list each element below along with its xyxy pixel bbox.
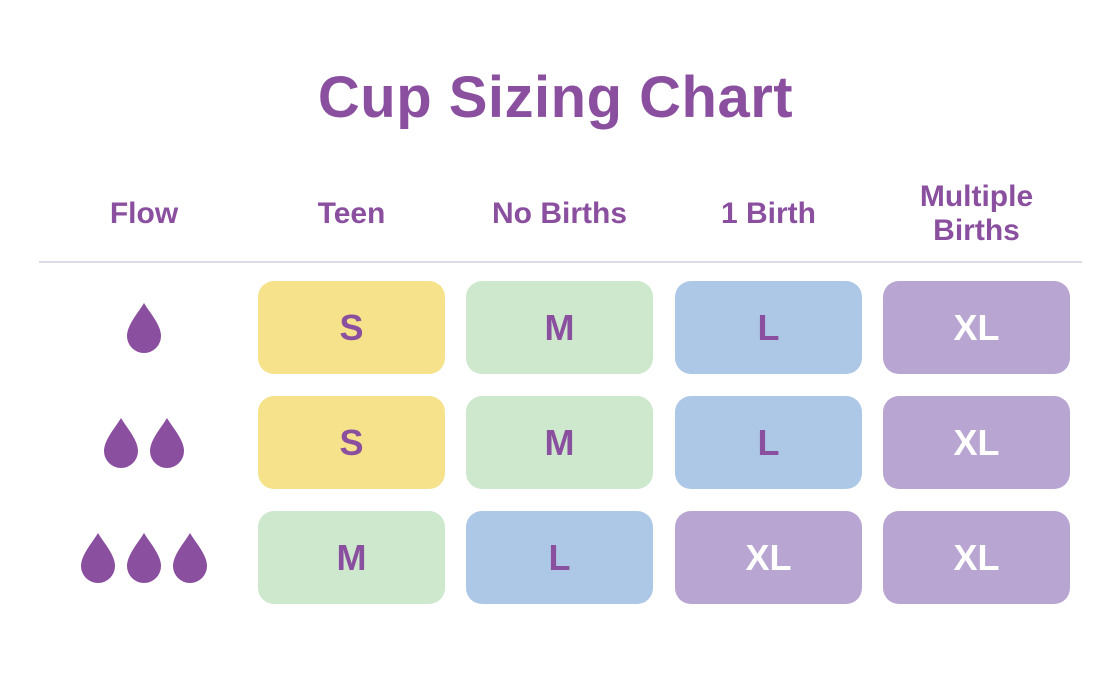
page-title: Cup Sizing Chart — [317, 65, 794, 130]
droplet-icon — [127, 302, 161, 353]
header-divider — [39, 261, 1082, 263]
size-cell: L — [466, 511, 653, 604]
size-cell: M — [258, 511, 445, 604]
header-one-birth: 1 Birth — [720, 197, 816, 230]
size-cell: S — [258, 396, 445, 489]
droplet-icon — [127, 532, 161, 583]
size-cell: XL — [883, 396, 1070, 489]
size-cell: XL — [675, 511, 862, 604]
droplet-icon — [104, 417, 138, 468]
header-no-births: No Births — [492, 197, 627, 230]
droplet-icon — [81, 532, 115, 583]
size-cell: XL — [883, 281, 1070, 374]
header-multiple-births: Multiple Births — [919, 180, 1034, 247]
size-cell: M — [466, 396, 653, 489]
size-cell: L — [675, 396, 862, 489]
size-cell: S — [258, 281, 445, 374]
flow-level-indicator — [60, 281, 228, 374]
header-flow: Flow — [109, 197, 179, 230]
flow-level-indicator — [60, 396, 228, 489]
size-cell: XL — [883, 511, 1070, 604]
droplet-icon — [173, 532, 207, 583]
size-cell: L — [675, 281, 862, 374]
size-cell: M — [466, 281, 653, 374]
flow-level-indicator — [60, 511, 228, 604]
droplet-icon — [150, 417, 184, 468]
header-teen: Teen — [317, 197, 386, 230]
